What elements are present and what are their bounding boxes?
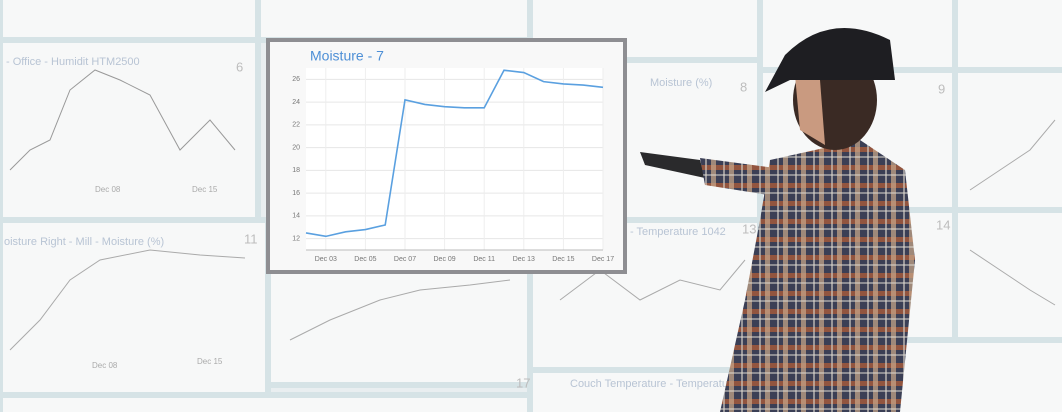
tile-date: Dec 08 — [92, 361, 118, 370]
tile-date: Dec 15 — [197, 357, 223, 366]
tile-number: 17 — [516, 375, 530, 390]
chart-title: Moisture - 7 — [310, 48, 384, 64]
x-tick-label: Dec 07 — [394, 256, 416, 263]
tile-title: Moisture (%) — [650, 77, 712, 89]
tile — [0, 217, 271, 398]
tile-number: 11 — [244, 231, 258, 246]
tile — [265, 262, 533, 388]
tile-sparkline — [9, 249, 246, 351]
tile — [0, 392, 533, 412]
tile-number: 8 — [740, 79, 747, 94]
y-tick-label: 26 — [292, 76, 300, 83]
glove — [640, 152, 705, 178]
y-tick-label: 22 — [292, 122, 300, 129]
tile-sparkline — [559, 259, 746, 301]
x-tick-label: Dec 09 — [434, 256, 456, 263]
y-tick-label: 16 — [292, 190, 300, 197]
tile — [952, 0, 1062, 73]
tile-number: 13 — [742, 221, 756, 236]
tile-date: Dec 15 — [192, 185, 218, 194]
plot-area — [306, 68, 603, 250]
tile-sparkline — [9, 69, 236, 171]
tile — [952, 67, 1062, 213]
data-line — [305, 69, 604, 238]
tile — [0, 0, 261, 43]
x-tick-label: Dec 15 — [552, 256, 574, 263]
x-tick-label: Dec 17 — [592, 256, 614, 263]
focus-panel: Moisture - 7 12 14 16 18 20 22 24 26 Dec 03 Dec 0… — [266, 38, 627, 274]
y-tick-label: 18 — [292, 167, 300, 174]
tile-number: 9 — [938, 81, 945, 96]
tile-number: 6 — [236, 59, 243, 74]
tile-date: Dec 08 — [95, 185, 121, 194]
tile — [952, 207, 1062, 343]
tile-title: - Temperature 1042 — [630, 226, 726, 238]
tile-sparkline — [289, 279, 511, 341]
plot: 12 14 16 18 20 22 24 26 Dec 03 Dec 05 Dec 07 Dec 09… — [292, 68, 614, 263]
y-tick-label: 20 — [292, 144, 300, 151]
cap — [765, 27, 895, 92]
y-tick-label: 14 — [292, 213, 300, 220]
tile-title: Couch Temperature - Temperature 1042 — [570, 378, 765, 390]
tile-sparkline — [969, 249, 1056, 306]
x-tick-label: Dec 05 — [354, 256, 376, 263]
x-tick-label: Dec 11 — [473, 256, 495, 263]
x-tick-label: Dec 03 — [315, 256, 337, 263]
tile — [527, 367, 763, 412]
tile-number: 14 — [936, 217, 950, 232]
torso — [720, 140, 915, 412]
person — [640, 27, 915, 412]
x-tick-label: Dec 13 — [513, 256, 535, 263]
face — [795, 75, 825, 145]
tile-sparkline — [969, 119, 1056, 191]
tile — [255, 0, 533, 43]
y-tick-label: 24 — [292, 99, 300, 106]
y-tick-label: 12 — [292, 235, 300, 242]
tile-title: - Office - Humidit HTM2500 — [6, 56, 140, 68]
tile-title: oisture Right - Mill - Moisture (%) — [4, 236, 164, 248]
